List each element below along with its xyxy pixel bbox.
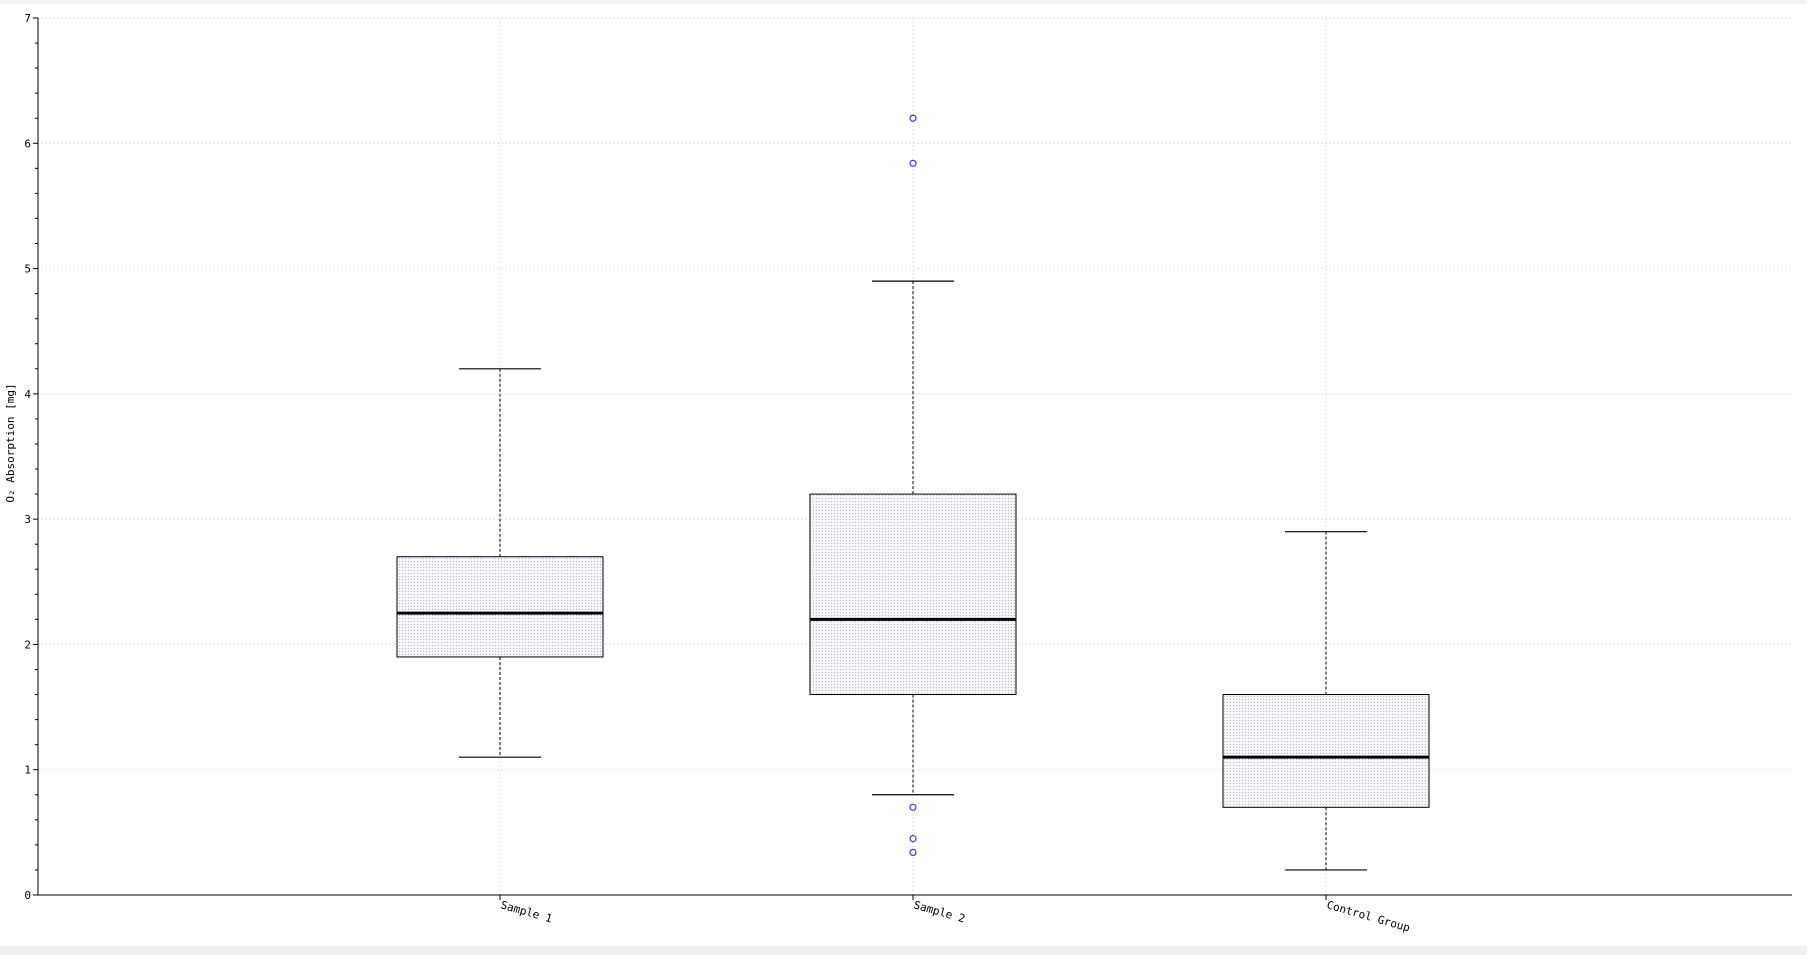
box-group <box>809 114 1017 857</box>
iqr-box <box>396 556 604 658</box>
outlier-point <box>909 835 917 843</box>
plot-background <box>0 4 1807 946</box>
y-tick-label: 6 <box>24 137 31 150</box>
y-tick-label: 3 <box>24 513 31 526</box>
y-tick-label: 5 <box>24 263 31 276</box>
box-group <box>396 368 604 758</box>
y-tick-label: 0 <box>24 889 31 902</box>
box-group <box>1222 531 1430 871</box>
y-tick-label: 7 <box>24 12 31 25</box>
y-axis-label: O₂ Absorption [mg] <box>4 383 17 502</box>
iqr-box <box>809 493 1017 696</box>
outlier-point <box>909 114 917 122</box>
y-tick-label: 1 <box>24 764 31 777</box>
y-tick-label: 4 <box>24 388 31 401</box>
outlier-point <box>909 159 917 167</box>
y-tick-label: 2 <box>24 638 31 651</box>
outlier-point <box>909 848 917 857</box>
iqr-box <box>1222 694 1430 808</box>
outlier-point <box>909 803 917 811</box>
box-layer <box>396 114 1430 871</box>
